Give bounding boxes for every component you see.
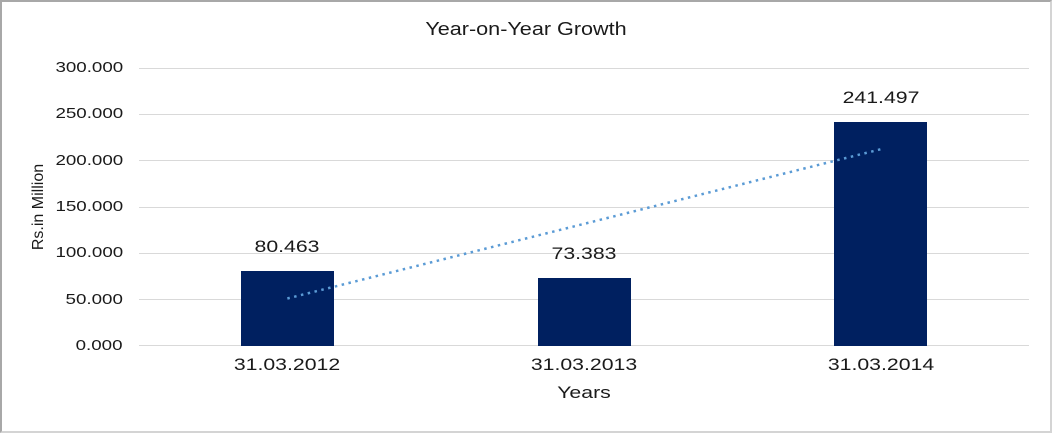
y-tick-label: 300.000: [55, 59, 123, 76]
bar: [240, 271, 334, 346]
x-tick-label: 31.03.2012: [234, 355, 341, 374]
y-tick-label: 200.000: [55, 151, 123, 169]
gridline: [139, 206, 1029, 208]
bar: [834, 122, 928, 346]
bar-value-label: 80.463: [254, 237, 320, 257]
x-tick-label: 31.03.2014: [827, 355, 934, 374]
gridline: [139, 113, 1029, 115]
x-axis-title: Years: [557, 383, 611, 402]
bar-value-label: 241.497: [842, 88, 920, 108]
trendline-layer: [287, 148, 881, 300]
gridline: [139, 68, 1029, 69]
x-axis-tick-labels: 31.03.2012 31.03.2013 31.03.2014: [139, 355, 1029, 377]
y-tick-label: 0.000: [76, 337, 123, 354]
y-axis-tick-labels: 0.000 50.000 100.000 150.000 200.000 250.000 3…: [2, 59, 123, 354]
x-tick-label: 31.03.2013: [530, 355, 638, 374]
y-tick-label: 100.000: [55, 244, 123, 262]
y-tick-label: 250.000: [55, 105, 123, 123]
y-tick-label: 50.000: [65, 290, 123, 308]
gridline: [139, 252, 1029, 254]
bar-value-label: 73.383: [551, 243, 617, 263]
plot-area: 80.463 73.383 241.497: [139, 68, 1029, 346]
trendline: [287, 148, 881, 300]
y-tick-label: 150.000: [55, 198, 123, 215]
gridline: [139, 160, 1029, 162]
bar: [537, 278, 631, 346]
chart-title: Year-on-Year Growth: [425, 19, 627, 39]
